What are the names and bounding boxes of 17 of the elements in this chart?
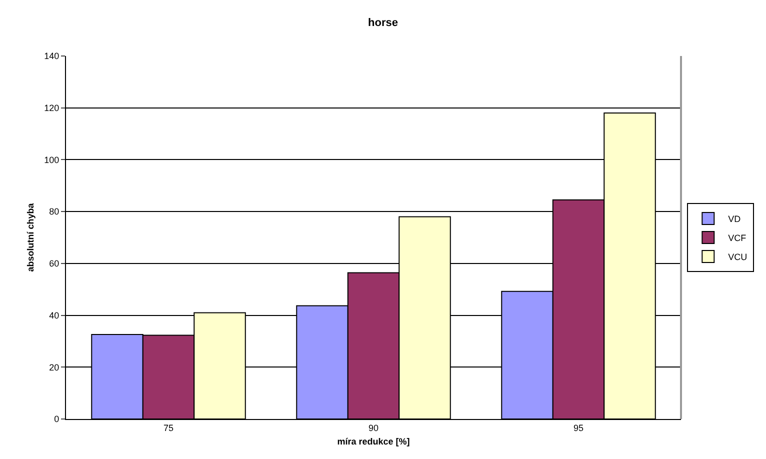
y-tick-label: 140 <box>44 51 60 62</box>
y-tick-label: 0 <box>54 414 60 424</box>
x-tick-label: 95 <box>573 422 584 433</box>
y-tick-label: 100 <box>44 154 60 165</box>
y-tick-label: 40 <box>49 310 60 320</box>
x-axis-title: míra redukce [%] <box>337 436 410 447</box>
y-tick-label: 20 <box>49 362 60 372</box>
y-tick-label: 80 <box>49 206 60 217</box>
legend-label: VCU <box>728 252 748 262</box>
legend-label: VD <box>728 214 742 224</box>
chart-title: horse <box>368 17 398 30</box>
x-tick-label: 75 <box>163 422 174 433</box>
y-tick-label: 120 <box>44 103 60 114</box>
y-axis-title: absolutní chyba <box>26 202 36 272</box>
x-tick-label: 90 <box>368 422 379 433</box>
y-tick-label: 60 <box>49 258 60 269</box>
legend-label: VCF <box>728 233 747 244</box>
